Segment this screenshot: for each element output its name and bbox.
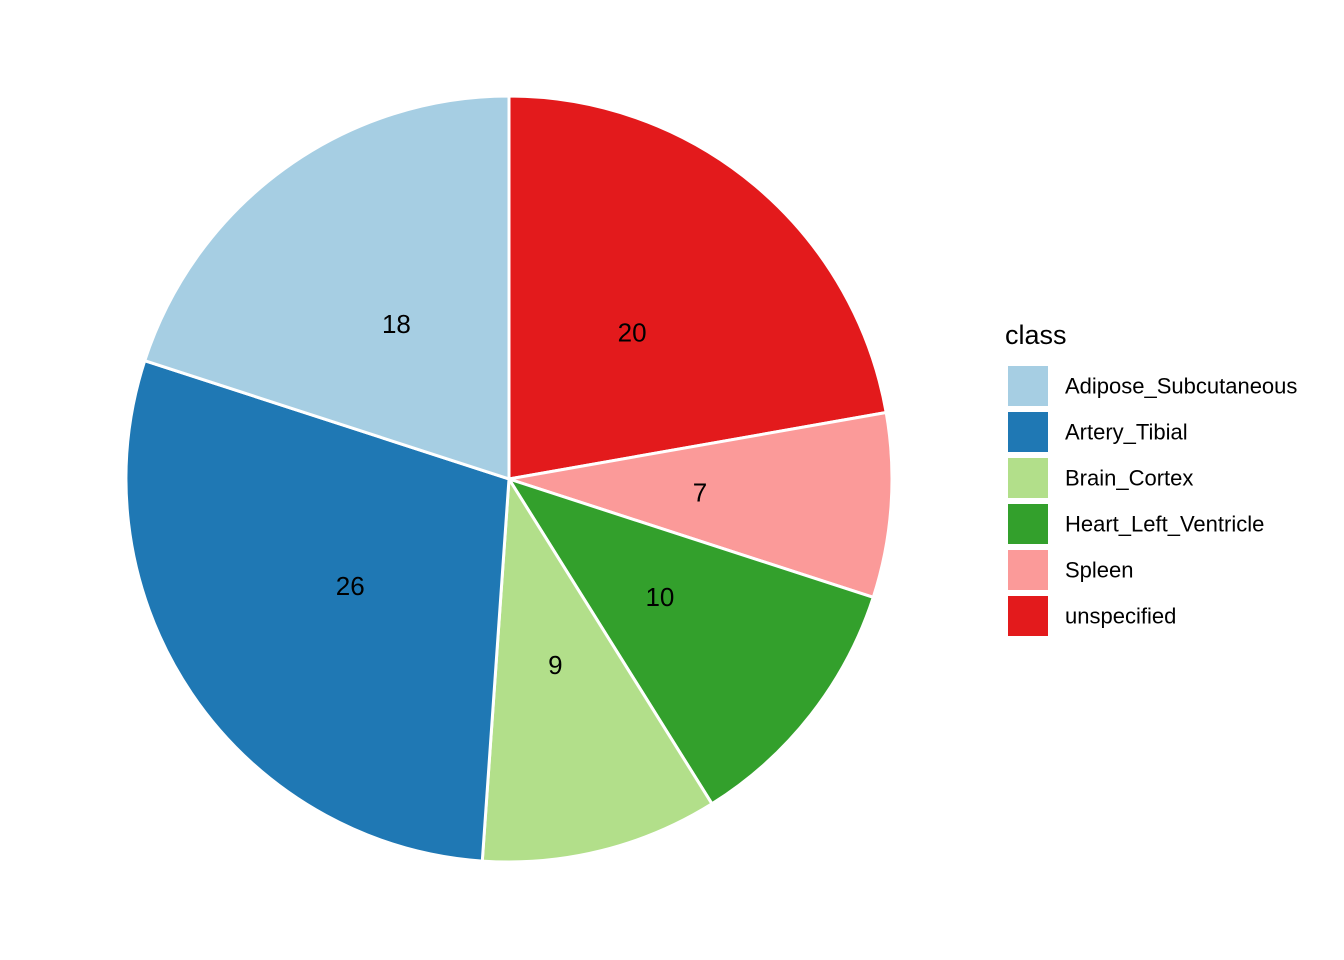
pie-slice-spleen [508,410,894,600]
slice-value-label-unspecified: 20 [618,317,647,347]
pie-slice-brain-cortex [480,474,715,864]
legend-swatch-heart-left-ventricle [1008,504,1048,544]
slice-value-label-heart-left-ventricle: 10 [645,582,674,612]
legend-swatch-adipose-subcutaneous [1008,366,1048,406]
legend-label-heart-left-ventricle: Heart_Left_Ventricle [1065,512,1264,537]
pie-slice-adipose-subcutaneous [142,94,511,482]
legend-swatch-brain-cortex [1008,458,1048,498]
pie-slice-heart-left-ventricle [505,476,876,806]
legend-items: Adipose_Subcutaneous Artery_Tibial Brain_C… [1008,366,1297,636]
legend-label-adipose-subcutaneous: Adipose_Subcutaneous [1065,374,1297,399]
slice-value-label-artery-tibial: 26 [336,571,365,601]
legend-title: class [1005,320,1067,350]
legend-label-unspecified: unspecified [1065,604,1176,629]
legend-swatch-unspecified [1008,596,1048,636]
legend-swatch-artery-tibial [1008,412,1048,452]
legend-label-spleen: Spleen [1065,558,1134,583]
pie-slices [124,94,894,864]
slice-value-label-spleen: 7 [693,477,707,507]
legend-label-artery-tibial: Artery_Tibial [1065,420,1188,445]
slice-value-label-brain-cortex: 9 [548,650,562,680]
pie-slice-artery-tibial [124,358,511,863]
legend-label-brain-cortex: Brain_Cortex [1065,466,1193,491]
legend: class Adipose_Subcutaneous Artery_Tibial B… [1005,320,1297,636]
pie-slice-unspecified [507,94,888,481]
slice-value-label-adipose-subcutaneous: 18 [382,309,411,339]
legend-swatch-spleen [1008,550,1048,590]
pie-slice-labels: 20 7 10 9 26 18 [336,309,707,680]
